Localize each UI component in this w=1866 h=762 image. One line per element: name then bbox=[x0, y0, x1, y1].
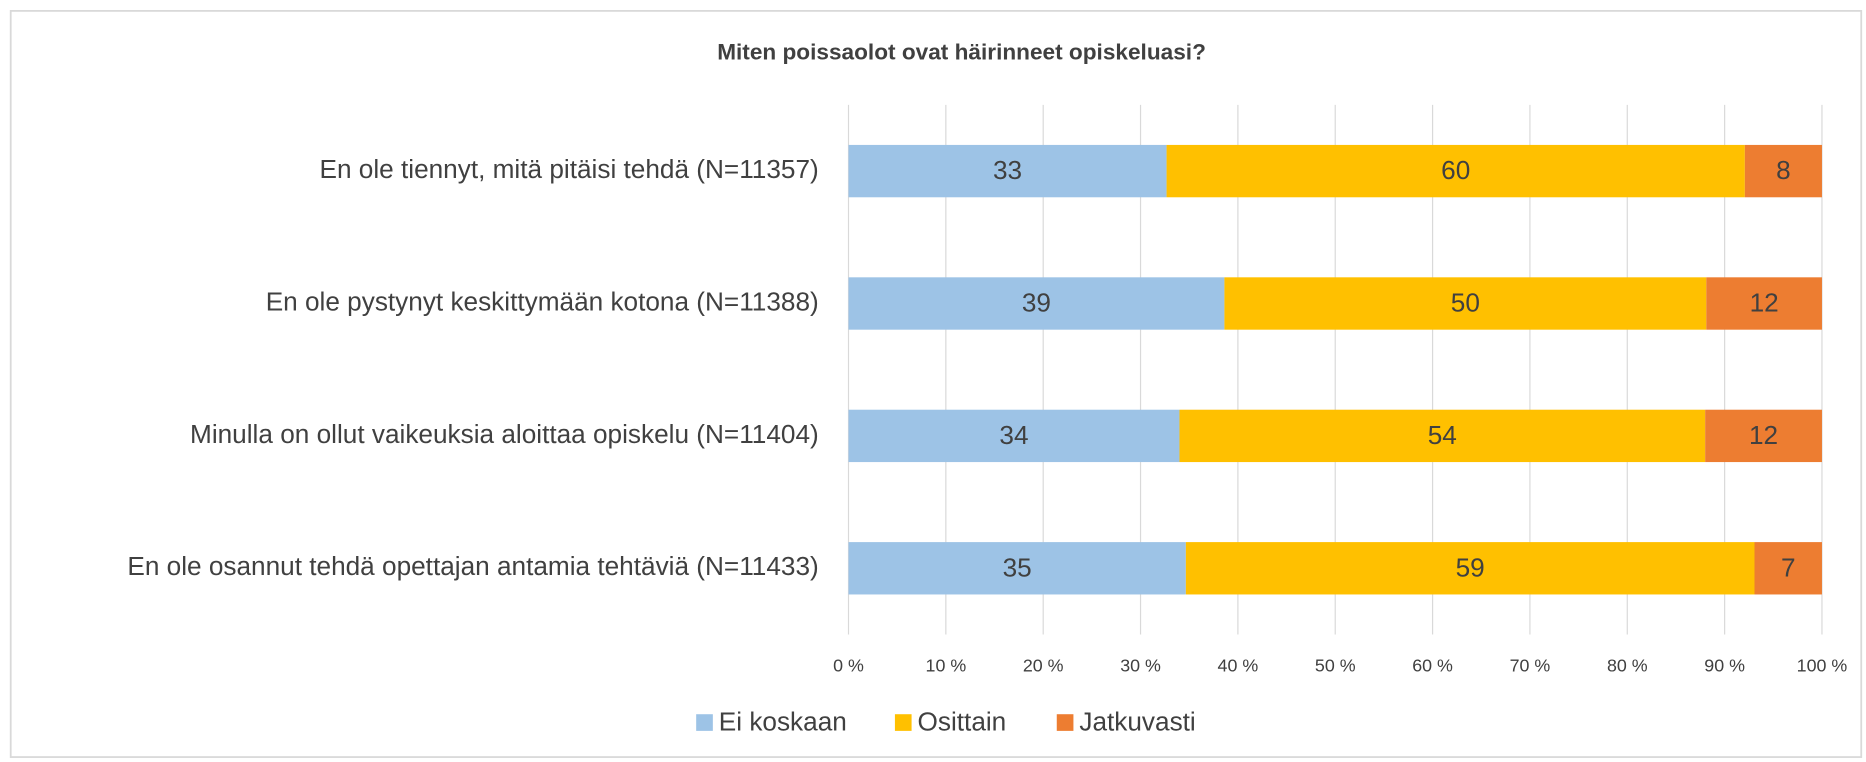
x-tick-label: 80 % bbox=[1607, 655, 1648, 675]
data-label: 8 bbox=[1776, 155, 1791, 185]
chart-border bbox=[9, 10, 1863, 758]
data-label: 34 bbox=[999, 420, 1028, 450]
x-tick-label: 60 % bbox=[1412, 655, 1453, 675]
y-tick-label: En ole pystynyt keskittymään kotona (N=1… bbox=[266, 286, 819, 316]
x-tick-label: 10 % bbox=[926, 655, 967, 675]
data-label: 35 bbox=[1003, 552, 1032, 582]
bar bbox=[1705, 409, 1822, 463]
x-tick-label: 50 % bbox=[1315, 655, 1356, 675]
bar bbox=[1185, 542, 1755, 595]
bar bbox=[848, 542, 1186, 595]
legend-label: Jatkuvasti bbox=[1079, 707, 1195, 737]
legend-label: Osittain bbox=[918, 707, 1007, 737]
x-tick-label: 20 % bbox=[1023, 655, 1064, 675]
data-label: 39 bbox=[1022, 288, 1051, 318]
bar bbox=[848, 144, 1167, 198]
data-label: 33 bbox=[993, 155, 1022, 185]
y-tick-label: En ole osannut tehdä opettajan antamia t… bbox=[127, 551, 818, 581]
data-label: 60 bbox=[1441, 155, 1470, 185]
data-label: 59 bbox=[1456, 552, 1485, 582]
x-tick-label: 30 % bbox=[1120, 655, 1161, 675]
legend-swatch bbox=[696, 714, 713, 731]
legend-label: Ei koskaan bbox=[719, 707, 847, 737]
bar bbox=[848, 409, 1180, 463]
data-label: 54 bbox=[1428, 420, 1457, 450]
bar bbox=[1706, 277, 1822, 330]
data-label: 12 bbox=[1749, 420, 1778, 450]
x-tick-label: 40 % bbox=[1218, 655, 1259, 675]
data-label: 12 bbox=[1750, 288, 1779, 318]
data-label: 7 bbox=[1781, 552, 1796, 582]
y-tick-label: En ole tiennyt, mitä pitäisi tehdä (N=11… bbox=[320, 154, 819, 184]
y-tick-label: Minulla on ollut vaikeuksia aloittaa opi… bbox=[190, 419, 819, 449]
bar bbox=[1754, 542, 1822, 595]
bar bbox=[1744, 144, 1822, 198]
chart-title: Miten poissaolot ovat häirinneet opiskel… bbox=[717, 40, 1206, 65]
legend-swatch bbox=[894, 714, 912, 731]
bar bbox=[848, 277, 1225, 330]
data-label: 50 bbox=[1451, 288, 1480, 318]
legend-swatch bbox=[1056, 714, 1074, 731]
bar bbox=[1166, 144, 1745, 198]
bar bbox=[1224, 277, 1707, 330]
x-tick-label: 90 % bbox=[1704, 655, 1745, 675]
x-tick-label: 100 % bbox=[1797, 655, 1848, 675]
x-tick-label: 70 % bbox=[1510, 655, 1551, 675]
x-tick-label: 0 % bbox=[833, 655, 864, 675]
bar bbox=[1179, 409, 1706, 463]
